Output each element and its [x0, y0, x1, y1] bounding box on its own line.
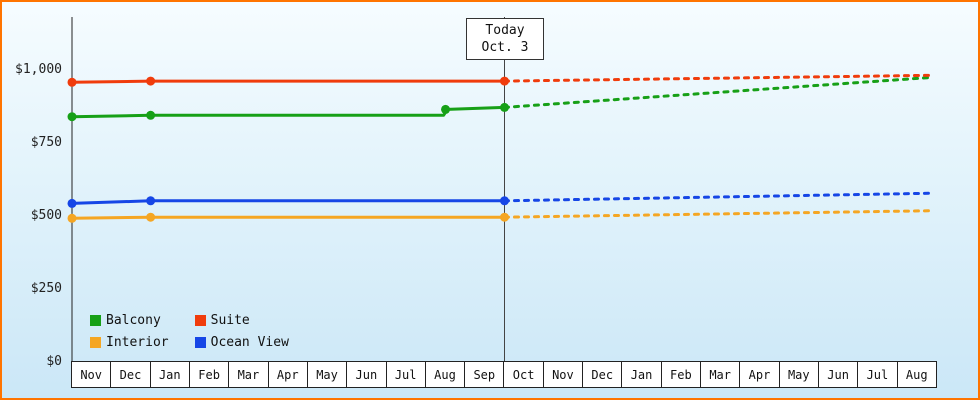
month-label-11-oct: Oct — [504, 362, 544, 387]
series-interior-marker — [67, 213, 77, 223]
month-label-20-jul: Jul — [858, 362, 898, 387]
series-balcony-history-line — [71, 105, 505, 119]
month-label-18-may: May — [779, 362, 819, 387]
legend-label-balcony: Balcony — [106, 313, 161, 328]
month-label-9-aug: Aug — [425, 362, 466, 387]
y-tick-label-500: $500 — [30, 208, 62, 223]
today-label-line1: Today — [485, 23, 525, 38]
series-interior-forecast-line — [503, 209, 935, 219]
y-tick-label-750: $750 — [30, 135, 62, 150]
legend-swatch-suite — [194, 315, 206, 326]
series-suite-marker — [67, 77, 77, 87]
legend-label-suite: Suite — [210, 313, 250, 328]
series-balcony-marker — [441, 104, 451, 114]
legend-item-ocean-view: Ocean View — [194, 335, 289, 350]
series-ocean-view-marker — [67, 198, 77, 208]
y-tick-label-0: $0 — [46, 354, 62, 369]
month-label-3-feb: Feb — [189, 362, 230, 387]
month-label-19-jun: Jun — [818, 362, 859, 387]
month-label-5-apr: Apr — [268, 362, 308, 387]
month-label-17-apr: Apr — [740, 362, 780, 387]
series-ocean-view-marker — [500, 196, 509, 206]
month-label-4-mar: Mar — [229, 362, 269, 387]
series-ocean-view-history-line — [71, 199, 505, 205]
month-label-8-jul: Jul — [386, 362, 426, 387]
legend-swatch-ocean-view — [194, 337, 206, 348]
series-balcony-marker — [146, 110, 156, 120]
series-interior-history-line — [71, 215, 505, 220]
legend-label-interior: Interior — [106, 335, 169, 350]
series-suite-forecast-line — [503, 73, 935, 83]
month-label-7-jun: Jun — [347, 362, 387, 387]
month-label-14-jan: Jan — [622, 362, 662, 387]
series-interior-marker — [500, 212, 509, 222]
y-tick-label-250: $250 — [30, 281, 62, 296]
series-suite-marker — [500, 76, 509, 86]
month-label-1-dec: Dec — [111, 362, 151, 387]
series-suite-history-line — [71, 79, 505, 84]
today-label: Today Oct. 3 — [466, 18, 544, 60]
month-label-10-sep: Sep — [465, 362, 505, 387]
legend-label-ocean-view: Ocean View — [210, 335, 289, 350]
legend-item-balcony: Balcony — [90, 313, 169, 328]
today-label-line2: Oct. 3 — [481, 40, 529, 55]
legend: Balcony Suite Interior Ocean View — [90, 313, 289, 350]
series-suite-marker — [146, 76, 156, 86]
series-ocean-view-forecast-line — [503, 191, 935, 203]
month-label-16-mar: Mar — [701, 362, 741, 387]
legend-swatch-interior — [90, 337, 101, 348]
month-label-12-nov: Nov — [543, 362, 584, 387]
series-balcony-marker — [67, 112, 77, 122]
y-tick-label-1000: $1,000 — [15, 62, 62, 77]
month-label-2-jan: Jan — [150, 362, 190, 387]
legend-item-interior: Interior — [90, 335, 169, 350]
series-balcony-marker — [500, 102, 509, 112]
month-label-0-nov: Nov — [72, 362, 112, 387]
legend-item-suite: Suite — [194, 313, 289, 328]
month-label-6-may: May — [307, 362, 348, 387]
series-ocean-view-marker — [146, 196, 156, 206]
month-label-15-feb: Feb — [661, 362, 701, 387]
x-axis-months: Nov Dec Jan Feb Mar Apr May Jun Jul Aug Sep Oct Nov D… — [71, 361, 937, 388]
series-interior-marker — [146, 212, 156, 222]
legend-swatch-balcony — [90, 315, 101, 326]
month-label-13-dec: Dec — [583, 362, 623, 387]
series-balcony-forecast-line — [503, 75, 935, 109]
month-label-21-aug: Aug — [897, 362, 936, 387]
